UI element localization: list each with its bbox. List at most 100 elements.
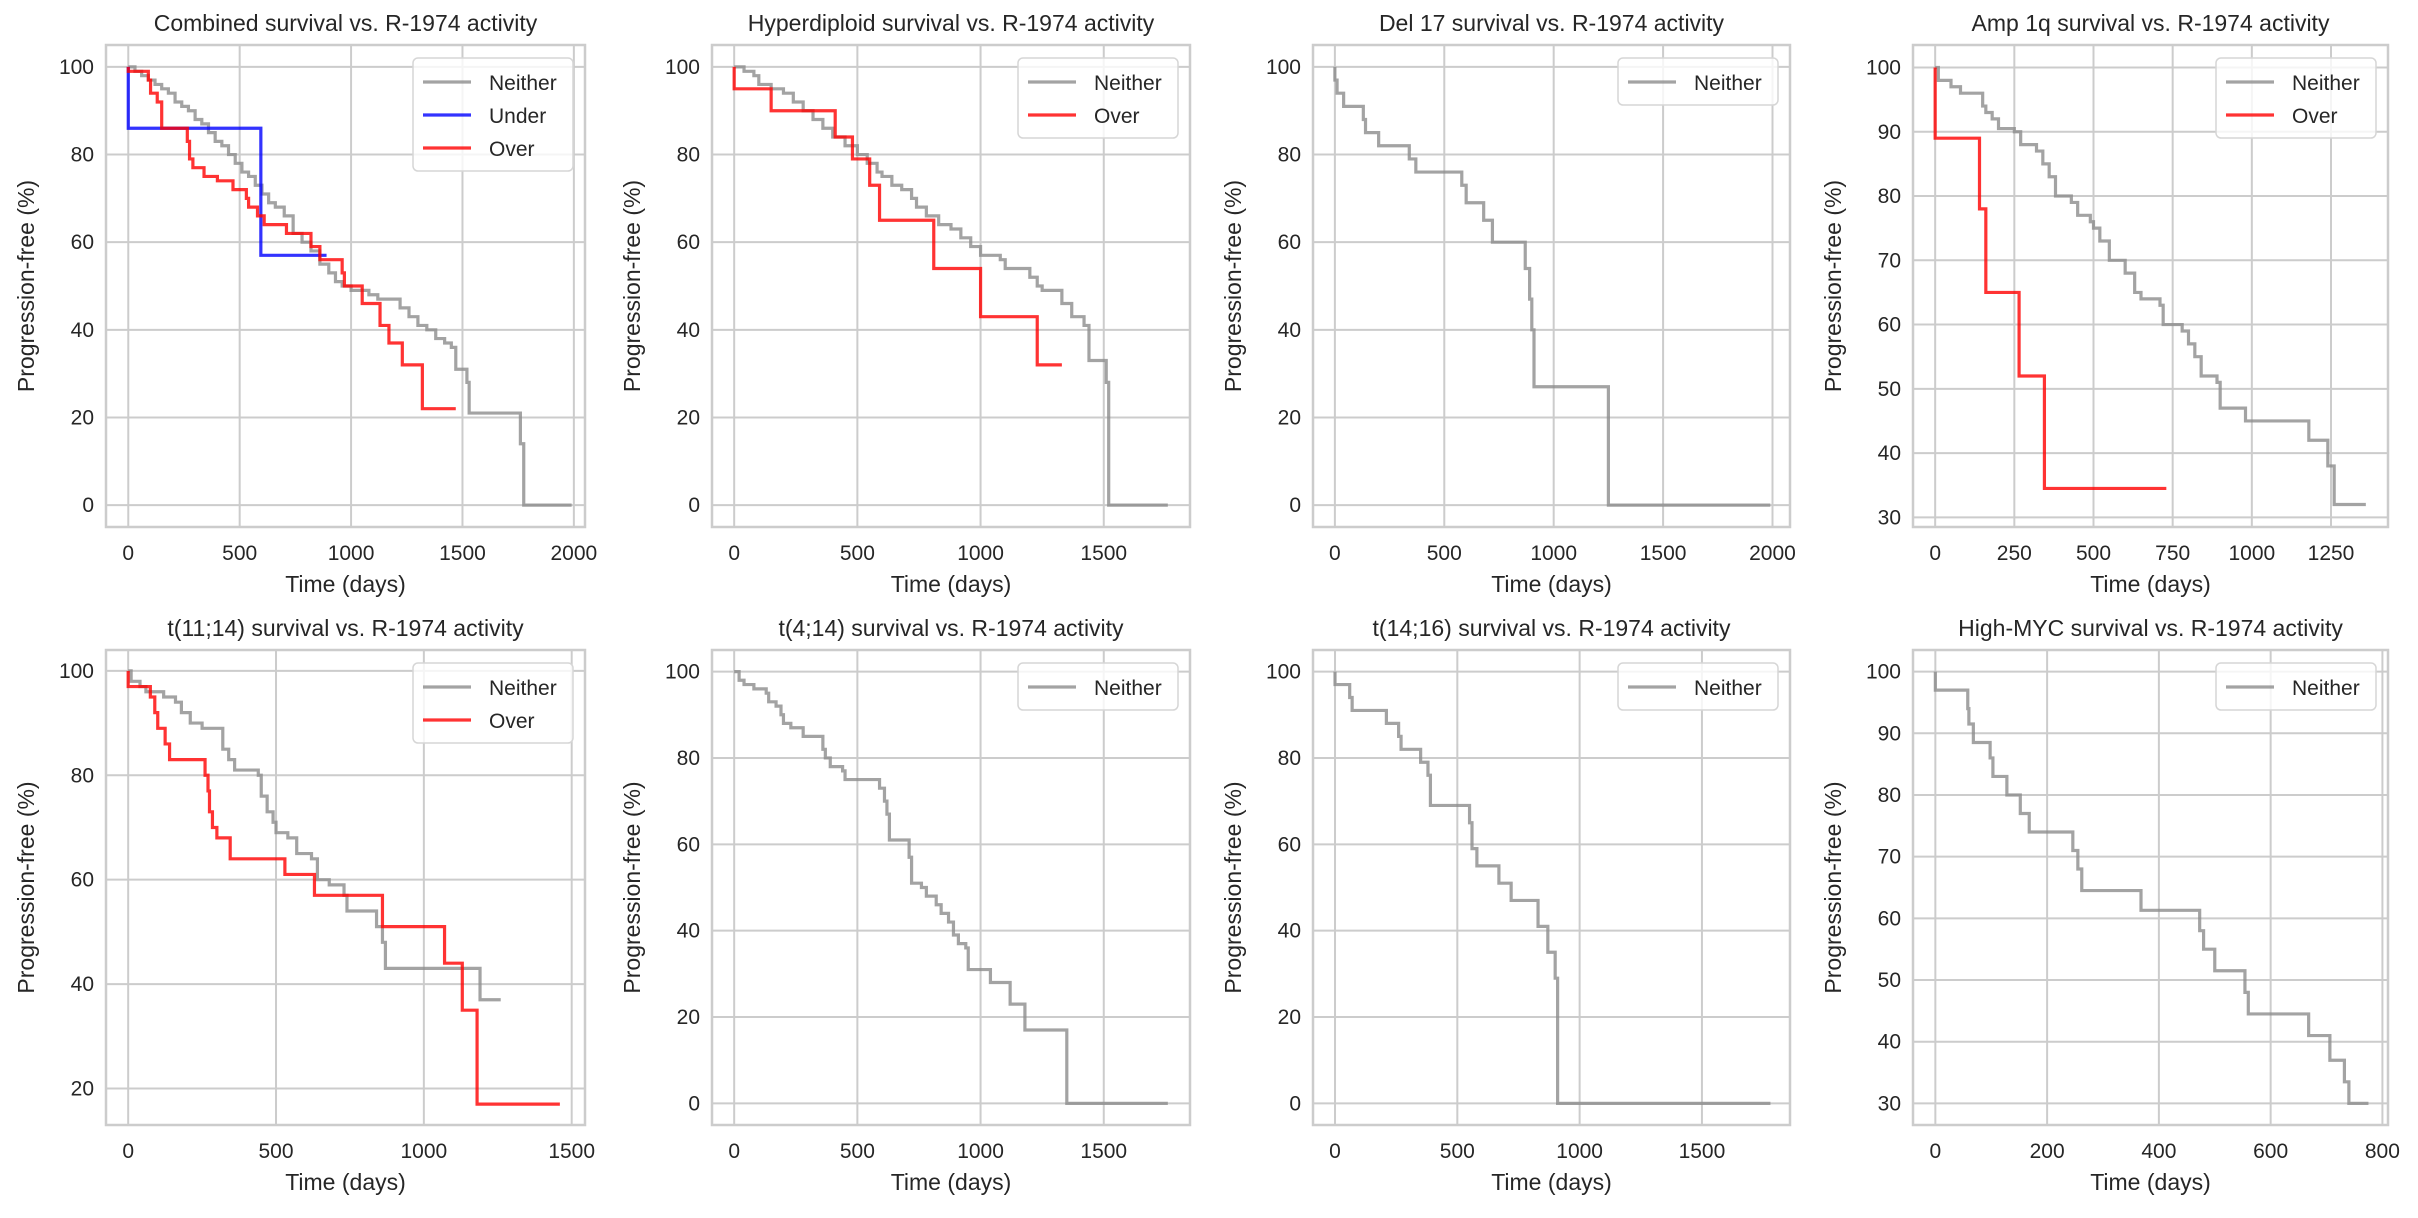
legend-box [1617,57,1779,106]
legend: Neither [1617,662,1779,711]
legend-label: Neither [2292,72,2360,95]
x-tick-label: 200 [2030,1140,2065,1163]
y-tick-label: 40 [1278,920,1301,943]
legend-label: Over [489,710,535,733]
y-tick-label: 100 [1266,56,1301,79]
y-tick-label: 60 [1878,314,1901,337]
y-tick-label: 20 [1278,406,1301,429]
chart-panel-2: 0 500 1000 1500 0 20 40 60 80 100 Hyperdiploid sur… [619,10,1192,597]
y-tick-label: 80 [1278,144,1301,167]
legend-box [2215,57,2377,139]
y-tick-label: 0 [1289,494,1301,517]
legend-box [412,57,574,172]
axes-frame [1311,648,1792,1127]
x-tick-label: 250 [1997,542,2032,565]
x-tick-label: 500 [258,1140,293,1163]
x-tick-label: 500 [1427,542,1462,565]
chart-title: t(4;14) survival vs. R-1974 activity [778,615,1124,641]
series-line-neither [128,669,501,1002]
chart-title: t(11;14) survival vs. R-1974 activity [167,615,524,641]
y-axis-label: Progression-free (%) [1220,180,1246,392]
legend-label: Neither [1694,72,1762,95]
y-tick-label: 100 [59,660,94,683]
x-tick-label: 500 [222,542,257,565]
y-tick-label: 90 [1878,121,1901,144]
y-tick-label: 100 [1866,661,1901,684]
series-line-neither [1933,671,2369,1106]
y-tick-label: 0 [82,494,94,517]
x-tick-label: 1000 [1556,1140,1603,1163]
chart-title: Hyperdiploid survival vs. R-1974 activit… [748,10,1155,36]
y-tick-label: 60 [1878,907,1901,930]
chart-panel-7: 0 500 1000 1500 0 20 40 60 80 100 t(14;16) surviva… [1220,615,1792,1195]
legend: Neither [2215,662,2377,711]
x-tick-label: 0 [1329,542,1341,565]
x-tick-label: 500 [2076,542,2111,565]
y-tick-label: 20 [1278,1006,1301,1029]
x-tick-label: 800 [2365,1140,2400,1163]
legend-label: Neither [1094,677,1162,700]
legend-label: Over [2292,105,2338,128]
y-tick-label: 40 [1278,319,1301,342]
y-tick-label: 40 [677,319,700,342]
x-tick-label: 0 [1929,542,1941,565]
y-axis-label: Progression-free (%) [1820,180,1846,392]
x-tick-label: 1500 [1080,1140,1127,1163]
x-axis-label: Time (days) [2090,571,2211,597]
series-line-neither [1333,66,1771,507]
x-tick-label: 500 [840,542,875,565]
y-tick-label: 20 [71,1077,94,1100]
y-tick-label: 0 [688,494,700,517]
legend-box [2215,662,2377,711]
x-axis-label: Time (days) [2090,1169,2211,1195]
y-axis-label: Progression-free (%) [1820,781,1846,993]
x-tick-label: 1500 [1640,542,1687,565]
y-axis-label: Progression-free (%) [13,781,39,993]
series-line-neither [128,65,572,507]
y-tick-label: 100 [665,56,700,79]
legend: Neither [1017,662,1179,711]
x-tick-label: 0 [728,1140,740,1163]
y-tick-label: 40 [1878,442,1901,465]
y-tick-label: 80 [71,764,94,787]
legend-box [1017,662,1179,711]
x-axis-label: Time (days) [891,571,1012,597]
x-tick-label: 750 [2155,542,2190,565]
x-tick-label: 400 [2141,1140,2176,1163]
x-tick-label: 1000 [957,1140,1004,1163]
x-tick-label: 0 [122,1140,134,1163]
series-line-over [126,670,560,1106]
y-tick-label: 40 [71,973,94,996]
y-tick-label: 80 [677,747,700,770]
y-tick-label: 60 [1278,833,1301,856]
y-tick-label: 100 [59,56,94,79]
y-tick-label: 100 [1866,56,1901,79]
legend-box [412,662,574,744]
y-tick-label: 40 [1878,1031,1901,1054]
y-axis-label: Progression-free (%) [619,781,645,993]
x-axis-label: Time (days) [1491,1169,1612,1195]
y-tick-label: 40 [71,319,94,342]
y-tick-label: 50 [1878,969,1901,992]
y-tick-label: 50 [1878,378,1901,401]
y-tick-label: 40 [677,920,700,943]
series-line-neither [1935,65,2366,507]
y-tick-label: 20 [71,406,94,429]
axes-frame [1911,43,2390,529]
axes-frame [1911,648,2390,1127]
y-tick-label: 80 [1278,747,1301,770]
y-tick-label: 60 [1278,231,1301,254]
axes-frame [104,43,587,529]
x-tick-label: 500 [1440,1140,1475,1163]
y-axis-label: Progression-free (%) [13,180,39,392]
series-line-neither [734,65,1168,507]
legend: Neither Under Over [412,57,574,172]
y-tick-label: 60 [677,231,700,254]
chart-panel-1: 0 500 1000 1500 2000 0 20 40 60 80 100 Combined sur… [13,10,597,597]
y-tick-label: 0 [1289,1092,1301,1115]
chart-title: High-MYC survival vs. R-1974 activity [1958,615,2343,641]
x-tick-label: 1000 [1530,542,1577,565]
chart-panel-4: 0 250 500 750 1000 1250 30 40 50 60 70 80 90 100 Amp 1… [1820,10,2390,597]
legend-label: Neither [489,677,557,700]
